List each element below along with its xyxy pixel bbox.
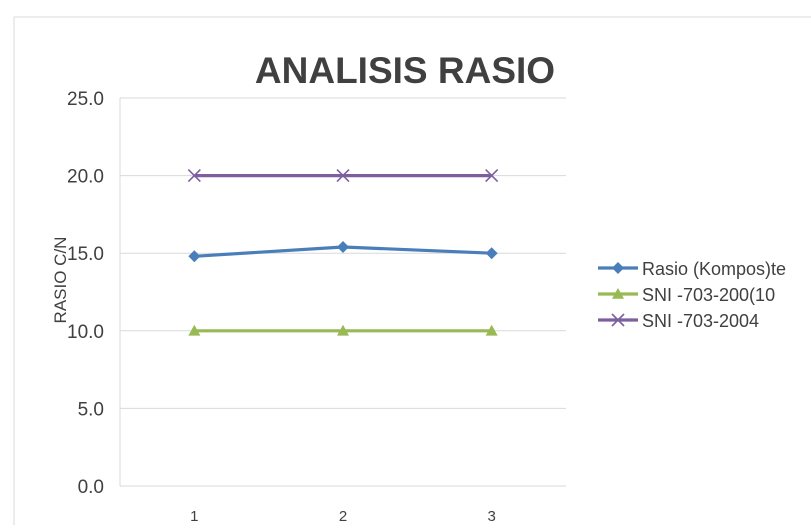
y-tick-label: 10.0 [67,322,104,343]
x-tick-label: 2 [339,508,347,525]
chart-border [13,16,811,530]
data-point-stroke [187,169,201,183]
data-point [188,324,201,336]
data-point-stroke [611,313,625,327]
data-point [485,247,498,260]
data-point [337,324,349,336]
legend: Rasio (Kompos)te SNI -703-200(10 SNI -703-… [598,259,786,331]
x-tick-label: 1 [190,508,198,525]
y-axis-label: RASIO C/N [51,237,70,324]
legend-entry: Rasio (Kompos)te [598,259,786,279]
x-tick-label: 3 [487,508,495,525]
data-point [337,240,349,253]
series [188,324,498,336]
series [187,169,499,183]
legend-entry: SNI -703-2004 [598,311,759,331]
data-point [485,169,499,183]
data-point [188,250,201,263]
y-tick-label: 20.0 [67,167,104,188]
data-point-stroke [336,169,350,183]
legend-label: SNI -703-2004 [642,311,759,331]
y-tick-label: 15.0 [67,244,104,265]
legend-label: Rasio (Kompos)te [642,259,786,279]
chart-title: ANALISIS RASIO [255,50,555,91]
data-point [612,288,624,299]
legend-label: SNI -703-200(10 [642,285,775,305]
data-point [612,262,624,274]
data-point-stroke [485,169,499,183]
axes: 0.0 5.0 10.0 15.0 20.0 25.0 1 2 3 [67,89,566,525]
data-point [336,169,350,183]
series [188,240,498,263]
data-point [611,313,625,327]
data-point [187,169,201,183]
y-tick-label: 5.0 [78,399,104,420]
y-tick-label: 0.0 [78,477,104,498]
y-tick-label: 25.0 [67,89,104,110]
series-group [187,169,499,336]
data-point [485,324,498,336]
legend-entry: SNI -703-200(10 [598,285,775,305]
